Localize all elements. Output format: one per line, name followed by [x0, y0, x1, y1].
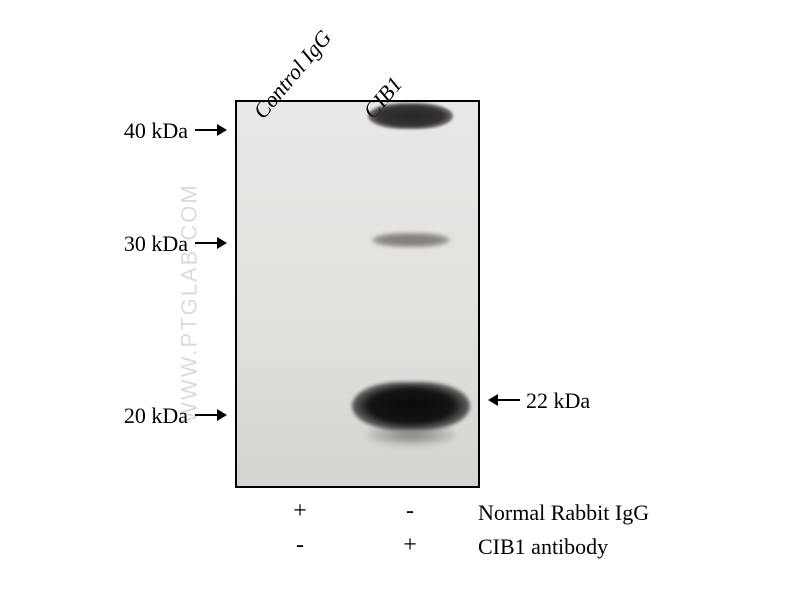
- marker-30kda: 30 kDa: [108, 231, 188, 257]
- marker-30kda-arrow: [195, 237, 227, 249]
- band-22kda: [352, 382, 470, 430]
- western-blot-figure: WWW.PTGLAB.COM Control IgG CIB1 40 kDa 3…: [0, 0, 800, 600]
- band-40kda: [368, 103, 453, 129]
- cond-r1c1: +: [286, 498, 314, 525]
- marker-20kda: 20 kDa: [108, 403, 188, 429]
- marker-22kda: 22 kDa: [526, 388, 616, 414]
- band-22kda-smear: [366, 424, 456, 446]
- cond-label-cib1-antibody: CIB1 antibody: [478, 534, 608, 560]
- band-30kda: [372, 233, 450, 247]
- cond-label-normal-igg: Normal Rabbit IgG: [478, 500, 649, 526]
- marker-20kda-arrow: [195, 409, 227, 421]
- marker-40kda: 40 kDa: [108, 118, 188, 144]
- marker-22kda-arrow: [488, 394, 520, 406]
- cond-r2c2: +: [396, 532, 424, 559]
- marker-40kda-arrow: [195, 124, 227, 136]
- cond-r1c2: -: [396, 498, 424, 525]
- cond-r2c1: -: [286, 532, 314, 559]
- watermark: WWW.PTGLAB.COM: [177, 183, 203, 422]
